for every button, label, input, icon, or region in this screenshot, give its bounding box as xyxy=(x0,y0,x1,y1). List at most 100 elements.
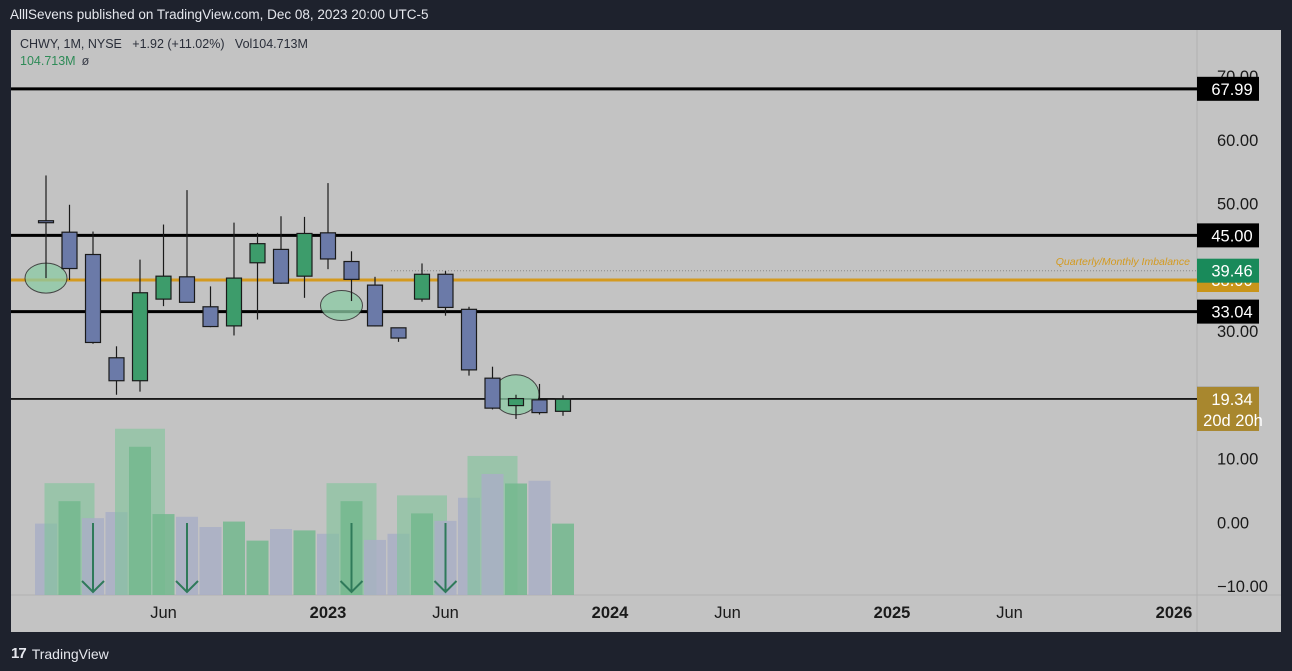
chart-area[interactable]: Quarterly/Monthly Imbalance70.0060.0050.… xyxy=(11,30,1281,632)
volume-arrow-icon xyxy=(339,523,364,594)
candle xyxy=(249,232,266,320)
candle xyxy=(178,190,196,303)
x-tick-label: 2026 xyxy=(1156,604,1193,622)
volume-bar xyxy=(223,521,245,595)
x-tick-label: Jun xyxy=(150,604,177,622)
candlestick-chart[interactable]: Quarterly/Monthly Imbalance70.0060.0050.… xyxy=(11,30,1281,632)
x-tick-label: Jun xyxy=(714,604,741,622)
candle xyxy=(390,327,407,342)
price-tag-label: 67.99 xyxy=(1211,81,1252,99)
publish-header: AlllSevens published on TradingView.com,… xyxy=(0,0,1292,30)
candle xyxy=(37,175,55,279)
candle xyxy=(460,306,478,376)
legend-volume: Vol104.713M xyxy=(234,37,308,51)
candle-body xyxy=(484,377,501,409)
price-tag-label: 39.46 xyxy=(1211,263,1252,281)
candle-body xyxy=(108,357,125,382)
price-tag-label: 33.04 xyxy=(1211,304,1252,322)
legend-change: +1.92 (+11.02%) xyxy=(132,37,225,51)
legend-symbol-row: CHWY, 1M, NYSE +1.92 (+11.02%) Vol104.71… xyxy=(20,37,308,51)
candle xyxy=(366,276,384,327)
price-tag-label: 19.34 xyxy=(1211,391,1252,409)
candle xyxy=(225,222,243,336)
candle-body xyxy=(437,273,454,309)
candle-body xyxy=(343,260,360,280)
candle-body xyxy=(37,220,55,224)
price-tag-countdown: 20d 20h xyxy=(1203,412,1263,430)
candle xyxy=(131,259,149,392)
candle xyxy=(296,216,313,298)
candle xyxy=(61,204,78,280)
candle xyxy=(531,383,548,415)
y-tick-label: 60.00 xyxy=(1217,132,1258,150)
legend-volume-value: 104.713M xyxy=(20,54,76,68)
volume-bar xyxy=(411,513,433,595)
legend-volume-row: 104.713M ø xyxy=(20,54,308,68)
volume-bar xyxy=(293,530,316,595)
volume-bar xyxy=(552,523,574,595)
candle-body xyxy=(554,398,572,412)
price-tag xyxy=(1197,386,1259,431)
tradingview-logo-icon: 17 xyxy=(11,645,27,662)
volume-arrow-icon xyxy=(81,523,105,594)
candle-body xyxy=(178,276,196,303)
y-tick-label: 50.00 xyxy=(1217,196,1258,214)
price-axis xyxy=(1197,30,1281,632)
candle-body xyxy=(84,253,102,344)
imbalance-annotation: Quarterly/Monthly Imbalance xyxy=(1056,256,1190,268)
published-text: AlllSevens published on TradingView.com,… xyxy=(10,7,429,22)
candle xyxy=(413,263,431,302)
candle-body xyxy=(296,232,313,277)
tradingview-logo[interactable]: 17 TradingView xyxy=(11,645,109,662)
candle xyxy=(554,395,572,416)
price-tag xyxy=(1197,299,1259,324)
candle-body xyxy=(272,248,290,284)
candle xyxy=(108,346,125,395)
candle-body xyxy=(131,292,149,382)
candle-body xyxy=(531,399,548,414)
chart-legend: CHWY, 1M, NYSE +1.92 (+11.02%) Vol104.71… xyxy=(20,37,308,68)
volume-bar xyxy=(199,527,222,595)
candle-body xyxy=(225,277,243,327)
candle xyxy=(272,216,290,284)
x-tick-label: Jun xyxy=(432,604,459,622)
candle xyxy=(343,251,360,302)
candle-body xyxy=(249,243,266,264)
volume-arrow-icon xyxy=(175,523,199,594)
y-tick-label: 0.00 xyxy=(1217,514,1249,532)
candle xyxy=(155,224,172,307)
price-tag xyxy=(1197,258,1259,283)
volume-pane xyxy=(35,428,574,595)
ellipse-marker xyxy=(320,290,363,321)
candle-body xyxy=(61,231,78,270)
candle-body xyxy=(507,397,525,407)
volume-bar xyxy=(481,473,504,595)
x-tick-label: 2024 xyxy=(592,604,630,622)
candle-body xyxy=(366,284,384,327)
x-tick-label: 2023 xyxy=(310,604,347,622)
candle-body xyxy=(319,232,337,260)
candle-body xyxy=(460,308,478,371)
x-tick-label: 2025 xyxy=(874,604,911,622)
footer-bar: 17 TradingView xyxy=(0,634,1292,671)
volume-bar xyxy=(364,539,386,595)
volume-bar xyxy=(152,514,175,595)
price-tag-label: 45.00 xyxy=(1211,227,1252,245)
price-tag xyxy=(1197,223,1259,248)
x-tick-label: Jun xyxy=(996,604,1023,622)
y-tick-label: 30.00 xyxy=(1217,323,1258,341)
volume-bar xyxy=(270,529,292,595)
volume-bar xyxy=(129,446,151,595)
candle-body xyxy=(413,273,431,300)
volume-bar xyxy=(246,540,269,595)
y-tick-label: 10.00 xyxy=(1217,451,1258,469)
candle xyxy=(319,183,337,270)
candle xyxy=(84,231,102,344)
candle xyxy=(202,286,219,328)
legend-volume-extra: ø xyxy=(81,54,90,68)
candle xyxy=(507,394,525,419)
legend-symbol: CHWY, 1M, NYSE xyxy=(20,37,122,51)
tradingview-brand: TradingView xyxy=(31,645,109,662)
y-tick-label: −10.00 xyxy=(1217,578,1268,596)
candle-body xyxy=(390,327,407,339)
